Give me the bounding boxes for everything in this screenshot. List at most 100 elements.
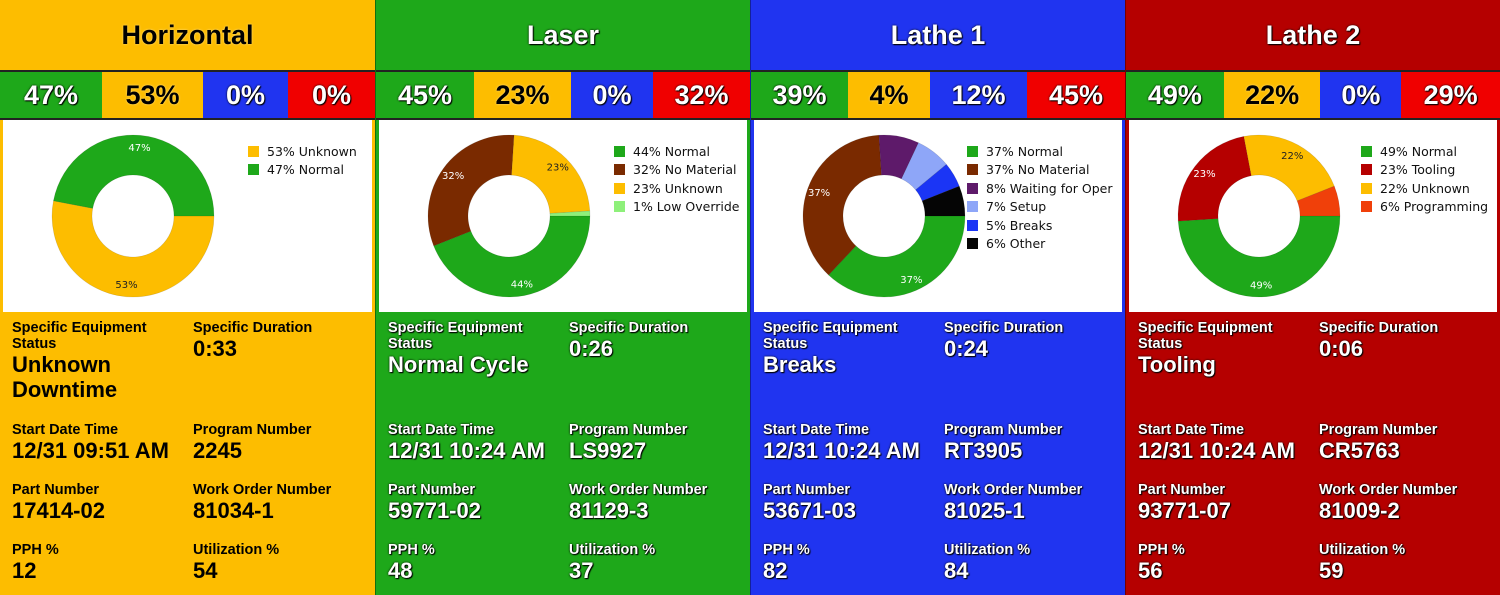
- equipment-info: Specific Equipment Status Normal Cycle S…: [376, 312, 750, 595]
- legend-swatch-icon: [1361, 201, 1372, 213]
- legend-item: 23% Tooling: [1361, 161, 1488, 180]
- donut-slice: [51, 200, 215, 298]
- stat-yellow: 22%: [1223, 72, 1321, 118]
- stat-bar: 47% 53% 0% 0%: [0, 70, 375, 120]
- slice-label: 23%: [1193, 169, 1215, 180]
- part-field: Part Number 53671-03: [763, 482, 856, 523]
- donut-slice: [433, 215, 591, 298]
- legend-item: 53% Unknown: [248, 142, 357, 161]
- donut-slice: [549, 210, 591, 217]
- donut-chart-graphic: 37% 37%: [802, 134, 966, 298]
- donut-slice: [1177, 136, 1252, 222]
- legend-swatch-icon: [1361, 164, 1372, 176]
- work-order-field: Work Order Number 81025-1: [944, 482, 1083, 523]
- slice-label: 47%: [128, 143, 150, 154]
- stat-bar: 49% 22% 0% 29%: [1126, 70, 1500, 120]
- stat-blue: 12%: [930, 72, 1027, 118]
- donut-slice: [878, 134, 919, 180]
- legend-item: 7% Setup: [967, 198, 1112, 217]
- donut-slice: [802, 134, 882, 276]
- legend-item: 44% Normal: [614, 142, 739, 161]
- stat-red: 45%: [1027, 72, 1125, 118]
- panel-title: Horizontal: [121, 19, 254, 50]
- program-field: Program Number RT3905: [944, 422, 1063, 463]
- stat-red: 0%: [288, 72, 375, 118]
- legend-item: 37% Normal: [967, 142, 1112, 161]
- legend-swatch-icon: [614, 164, 625, 176]
- legend-item: 5% Breaks: [967, 216, 1112, 235]
- donut-chart: 37% 37% 37% Normal 37% No Material 8% Wai…: [754, 120, 1122, 312]
- slice-label: 44%: [511, 279, 533, 290]
- slice-label: 53%: [115, 280, 137, 291]
- stat-blue: 0%: [571, 72, 653, 118]
- status-field: Specific Equipment Status Normal Cycle: [388, 320, 529, 377]
- stat-yellow: 23%: [474, 72, 571, 118]
- status-field: Specific Equipment Status Unknown Downti…: [12, 320, 147, 402]
- pph-field: PPH % 48: [388, 542, 435, 583]
- equipment-info: Specific Equipment Status Breaks Specifi…: [751, 312, 1125, 595]
- stat-bar: 39% 4% 12% 45%: [751, 70, 1125, 120]
- slice-label: 37%: [900, 275, 922, 286]
- donut-slice: [828, 215, 966, 298]
- legend-swatch-icon: [967, 164, 978, 176]
- legend-swatch-icon: [248, 164, 259, 176]
- donut-slice: [427, 134, 515, 247]
- machine-panel-laser[interactable]: Laser 45% 23% 0% 32% 44% 32% 23% 44% Norma…: [375, 0, 750, 595]
- machine-panel-horizontal[interactable]: Horizontal 47% 53% 0% 0% 53% 47% 53% Unkn…: [0, 0, 375, 595]
- legend-item: 8% Waiting for Oper: [967, 179, 1112, 198]
- utilization-field: Utilization % 59: [1319, 542, 1406, 583]
- status-field: Specific Equipment Status Tooling: [1138, 320, 1273, 377]
- machine-panel-lathe-1[interactable]: Lathe 1 39% 4% 12% 45% 37% 37% 37% Normal…: [750, 0, 1125, 595]
- panel-title: Lathe 2: [1265, 19, 1361, 50]
- legend-item: 6% Programming: [1361, 198, 1488, 217]
- legend-swatch-icon: [614, 145, 625, 157]
- legend-swatch-icon: [614, 201, 625, 213]
- start-field: Start Date Time 12/31 09:51 AM: [12, 422, 169, 463]
- work-order-field: Work Order Number 81129-3: [569, 482, 708, 523]
- legend-swatch-icon: [1361, 145, 1372, 157]
- chart-legend: 49% Normal 23% Tooling 22% Unknown 6% Pr…: [1361, 142, 1488, 216]
- machine-panel-lathe-2[interactable]: Lathe 2 49% 22% 0% 29% 49% 23% 22% 49% Nor…: [1125, 0, 1500, 595]
- donut-chart-graphic: 49% 23% 22%: [1177, 134, 1341, 298]
- stat-blue: 0%: [1320, 72, 1402, 118]
- slice-label: 49%: [1250, 280, 1272, 291]
- chart-legend: 53% Unknown 47% Normal: [248, 142, 357, 179]
- pph-field: PPH % 82: [763, 542, 810, 583]
- start-field: Start Date Time 12/31 10:24 AM: [388, 422, 545, 463]
- part-field: Part Number 93771-07: [1138, 482, 1231, 523]
- donut-slice: [1177, 215, 1341, 298]
- pph-field: PPH % 56: [1138, 542, 1185, 583]
- legend-item: 49% Normal: [1361, 142, 1488, 161]
- stat-yellow: 4%: [848, 72, 930, 118]
- legend-swatch-icon: [614, 182, 625, 194]
- equipment-info: Specific Equipment Status Tooling Specif…: [1126, 312, 1500, 595]
- stat-bar: 45% 23% 0% 32%: [376, 70, 750, 120]
- donut-chart-graphic: 44% 32% 23%: [427, 134, 591, 298]
- status-field: Specific Equipment Status Breaks: [763, 320, 898, 377]
- stat-red: 32%: [653, 72, 750, 118]
- program-field: Program Number CR5763: [1319, 422, 1438, 463]
- legend-swatch-icon: [967, 238, 978, 250]
- work-order-field: Work Order Number 81009-2: [1319, 482, 1458, 523]
- legend-item: 37% No Material: [967, 161, 1112, 180]
- utilization-field: Utilization % 54: [193, 542, 280, 583]
- donut-chart: 49% 23% 22% 49% Normal 23% Tooling 22% Unk…: [1129, 120, 1497, 312]
- legend-swatch-icon: [248, 145, 259, 157]
- program-field: Program Number 2245: [193, 422, 312, 463]
- slice-label: 22%: [1281, 151, 1303, 162]
- legend-item: 22% Unknown: [1361, 179, 1488, 198]
- utilization-field: Utilization % 84: [944, 542, 1031, 583]
- equipment-info: Specific Equipment Status Unknown Downti…: [0, 312, 375, 595]
- utilization-field: Utilization % 37: [569, 542, 656, 583]
- legend-swatch-icon: [967, 201, 978, 213]
- slice-label: 23%: [547, 163, 569, 174]
- legend-item: 1% Low Override: [614, 198, 739, 217]
- stat-red: 29%: [1401, 72, 1500, 118]
- slice-label: 37%: [808, 188, 830, 199]
- part-field: Part Number 17414-02: [12, 482, 105, 523]
- stat-blue: 0%: [203, 72, 288, 118]
- panel-title: Laser: [526, 19, 600, 50]
- work-order-field: Work Order Number 81034-1: [193, 482, 332, 523]
- donut-chart-graphic: 53% 47%: [51, 134, 215, 298]
- donut-chart: 53% 47% 53% Unknown 47% Normal: [3, 120, 372, 312]
